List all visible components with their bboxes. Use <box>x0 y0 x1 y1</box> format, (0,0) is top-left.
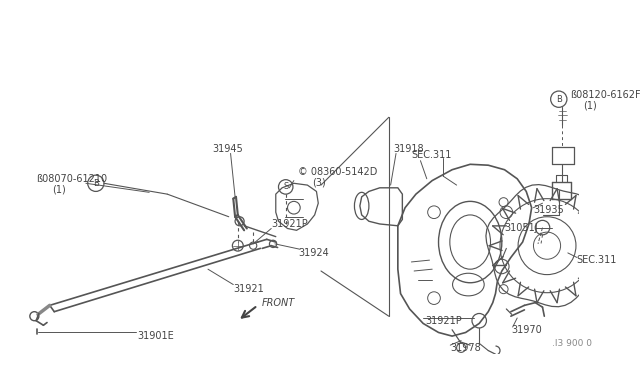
Text: 31921P: 31921P <box>271 219 308 229</box>
Text: 31970: 31970 <box>511 325 541 335</box>
Text: 31901E: 31901E <box>138 331 174 341</box>
Text: ß08120-6162F: ß08120-6162F <box>570 90 640 100</box>
Text: (3): (3) <box>312 177 326 187</box>
Text: FRONT: FRONT <box>262 298 296 308</box>
Text: SEC.311: SEC.311 <box>412 150 452 160</box>
Text: © 08360-5142D: © 08360-5142D <box>298 167 378 177</box>
Text: 31918: 31918 <box>394 144 424 154</box>
Text: 31921: 31921 <box>233 284 264 294</box>
Text: ß08070-61210: ß08070-61210 <box>36 174 108 184</box>
Text: 31051J: 31051J <box>504 222 538 232</box>
Text: B: B <box>93 179 99 188</box>
Text: 31921P: 31921P <box>425 316 461 326</box>
Text: 31945: 31945 <box>212 144 243 154</box>
Text: SEC.311: SEC.311 <box>577 255 617 265</box>
Text: .I3 900 0: .I3 900 0 <box>552 339 591 348</box>
Text: B: B <box>556 95 562 104</box>
Text: 31935: 31935 <box>534 205 564 215</box>
Text: S: S <box>283 182 289 192</box>
Text: (1): (1) <box>583 100 597 110</box>
Text: 31978: 31978 <box>451 343 481 353</box>
Text: (1): (1) <box>52 185 66 195</box>
Text: 31924: 31924 <box>298 248 329 258</box>
